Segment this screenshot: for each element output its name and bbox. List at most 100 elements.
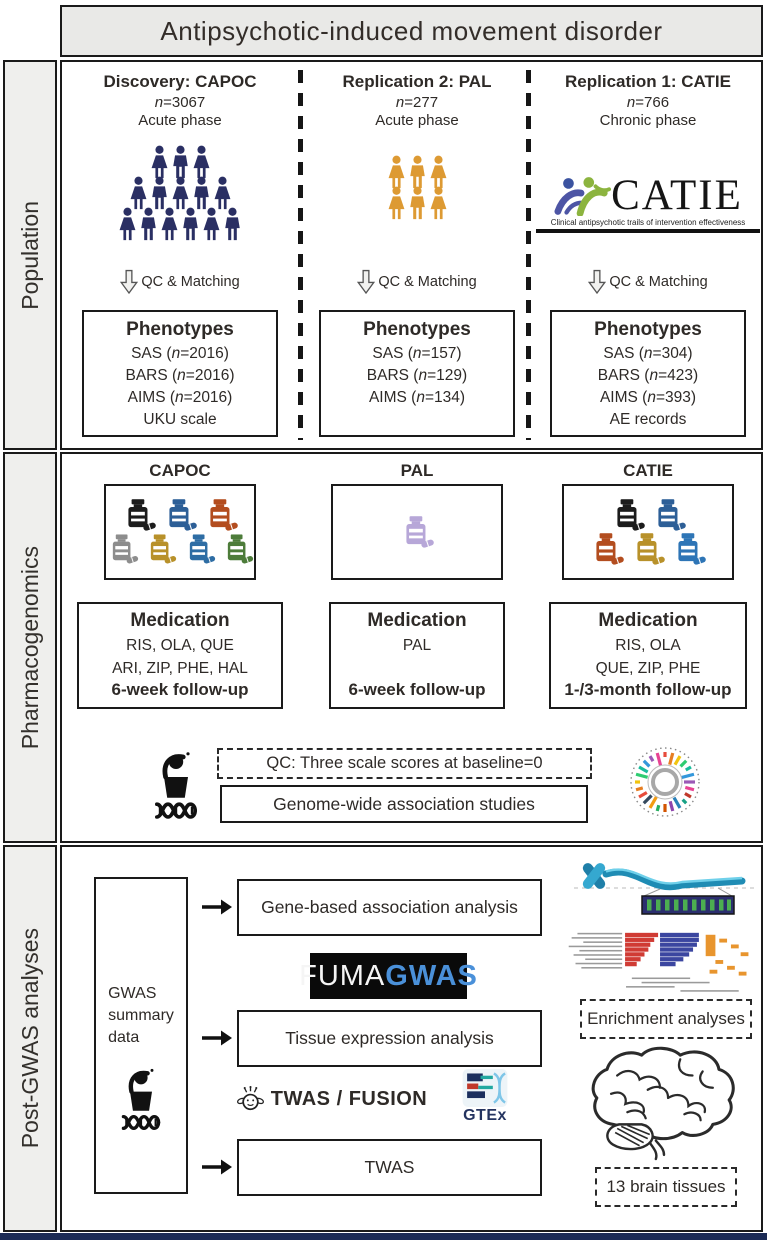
person-icon	[190, 176, 213, 210]
phenotypes-box-capoc: Phenotypes SAS (n=2016) BARS (n=2016) AIMS…	[82, 310, 278, 437]
person-icon	[158, 207, 181, 241]
person-icon	[211, 176, 234, 210]
gwas-summary-text: GWAS summary data	[108, 985, 174, 1046]
person-icon	[148, 176, 171, 210]
pill-bottle-icon	[671, 533, 707, 565]
analysis-box-label: Gene-based association analysis	[261, 897, 518, 917]
dna-person-icon	[119, 1063, 163, 1135]
column-header: CAPOC	[149, 461, 211, 480]
catie-rule	[536, 229, 760, 233]
sidebar-row-postgwas: Post-GWAS analyses	[3, 845, 57, 1232]
medication-box-catie: Medication RIS, OLA QUE, ZIP, PHE 1-/3-mo…	[549, 602, 747, 709]
block-arrow-down-icon	[120, 268, 138, 296]
column-header: PAL	[400, 461, 434, 480]
twas-fusion-row: TWAS / FUSION	[212, 1085, 452, 1113]
right-arrow-icon	[200, 897, 234, 917]
person-icon	[127, 176, 150, 210]
population-column-capoc: Discovery: CAPOC n=3067 Acute phase QC &…	[62, 62, 298, 448]
column-header: Replication 1: CATIE	[565, 72, 731, 91]
phase-label: Acute phase	[375, 112, 459, 129]
followup-label: 6-week follow-up	[348, 680, 486, 699]
sample-size: n=766	[626, 94, 670, 111]
person-icon	[427, 186, 450, 220]
phenotypes-box-pal: Phenotypes SAS (n=157) BARS (n=129) AIMS (…	[319, 310, 515, 437]
followup-label: 6-week follow-up	[111, 680, 249, 699]
pharma-column-pal: PAL Medication PAL 6-week follow-up	[303, 454, 531, 841]
pill-bottle-icon	[221, 533, 254, 565]
analysis-box-label: Tissue expression analysis	[285, 1028, 494, 1048]
column-header: Discovery: CAPOC	[103, 72, 257, 91]
person-icon	[200, 207, 223, 241]
person-icon	[385, 155, 408, 189]
qc-matching-label: QC & Matching	[141, 274, 240, 290]
column-header: Replication 2: PAL	[342, 72, 492, 91]
brain-illustration	[591, 1046, 735, 1161]
fuma-gwas-wordmark: GWAS	[385, 959, 478, 992]
people-icons-pal	[303, 158, 531, 220]
phase-label: Acute phase	[138, 112, 222, 129]
pill-bottle-icon	[651, 499, 687, 531]
pharmacogenomics-row: CAPOC Medication RIS, OLA, QUE ARI, ZIP, …	[60, 452, 763, 843]
qc-matching: QC & Matching	[531, 268, 765, 296]
block-arrow-down-icon	[357, 268, 375, 296]
pill-bottle-icon	[121, 499, 157, 531]
population-column-catie: Replication 1: CATIE n=766 Chronic phase…	[531, 62, 765, 448]
postgwas-row: GWAS summary data Gene-based association a…	[60, 845, 763, 1232]
bottom-navy-bar	[0, 1233, 767, 1240]
medication-box-pal: Medication PAL 6-week follow-up	[329, 602, 505, 709]
analysis-box-twas: TWAS	[237, 1139, 542, 1196]
phenotypes-box-catie: Phenotypes SAS (n=304) BARS (n=423) AIMS (…	[550, 310, 746, 437]
medication-lines: RIS, OLA QUE, ZIP, PHE	[595, 637, 701, 677]
chromosome-illustration	[574, 863, 754, 915]
qc-matching: QC & Matching	[62, 268, 298, 296]
sample-size: n=277	[395, 94, 439, 111]
pill-bottle-icon	[144, 533, 177, 565]
followup-label: 1-/3-month follow-up	[564, 680, 732, 699]
person-icon	[169, 145, 192, 179]
title-bar: Antipsychotic-induced movement disorder	[60, 5, 763, 57]
pill-bottle-icon	[610, 499, 646, 531]
sample-size: n=3067	[154, 94, 206, 111]
medication-title: Medication	[367, 610, 467, 631]
page-title: Antipsychotic-induced movement disorder	[160, 15, 663, 46]
qc-note-box: QC: Three scale scores at baseline=0	[217, 748, 592, 779]
medication-lines: RIS, OLA, QUE ARI, ZIP, PHE, HAL	[112, 637, 248, 677]
person-icon	[190, 145, 213, 179]
catie-tagline: Clinical antipsychotic trails of interve…	[550, 218, 746, 227]
medication-title: Medication	[598, 610, 698, 631]
medication-box-capoc: Medication RIS, OLA, QUE ARI, ZIP, PHE, H…	[77, 602, 283, 709]
bee-icon	[236, 1085, 264, 1111]
block-arrow-down-icon	[588, 268, 606, 296]
bottle-box-capoc	[104, 484, 256, 580]
pill-bottle-icon	[589, 533, 625, 565]
bottle-box-pal	[331, 484, 503, 580]
column-header: CATIE	[623, 461, 673, 480]
right-arrow-icon	[200, 1157, 234, 1177]
phenotypes-title: Phenotypes	[594, 319, 702, 340]
qc-matching-label: QC & Matching	[609, 274, 708, 290]
gtex-icon	[462, 1069, 508, 1107]
analysis-box-gene-based: Gene-based association analysis	[237, 879, 542, 936]
sidebar-label-postgwas: Post-GWAS analyses	[16, 928, 43, 1149]
catie-figures-icon	[554, 176, 612, 216]
brain-tissues-box: 13 brain tissues	[595, 1167, 737, 1207]
person-icon	[221, 207, 244, 241]
person-icon	[406, 186, 429, 220]
person-icon	[385, 186, 408, 220]
phenotypes-lines: SAS (n=157) BARS (n=129) AIMS (n=134)	[366, 345, 468, 406]
people-icons-capoc	[62, 148, 298, 241]
pill-bottle-icon	[183, 533, 216, 565]
medication-title: Medication	[130, 610, 230, 631]
phase-label: Chronic phase	[599, 112, 697, 129]
enrichment-analyses-label: Enrichment analyses	[587, 1009, 745, 1028]
brain-tissues-label: 13 brain tissues	[606, 1177, 726, 1196]
qc-matching: QC & Matching	[303, 268, 531, 296]
phenotypes-title: Phenotypes	[126, 319, 234, 340]
person-icon	[179, 207, 202, 241]
gtex-wordmark: GTEx	[463, 1107, 507, 1124]
sidebar-label-population: Population	[16, 200, 43, 310]
analysis-box-label: TWAS	[364, 1157, 415, 1177]
pill-bottle-icon	[106, 533, 139, 565]
catie-logo: CATIE Clinical antipsychotic trails of i…	[536, 174, 760, 233]
